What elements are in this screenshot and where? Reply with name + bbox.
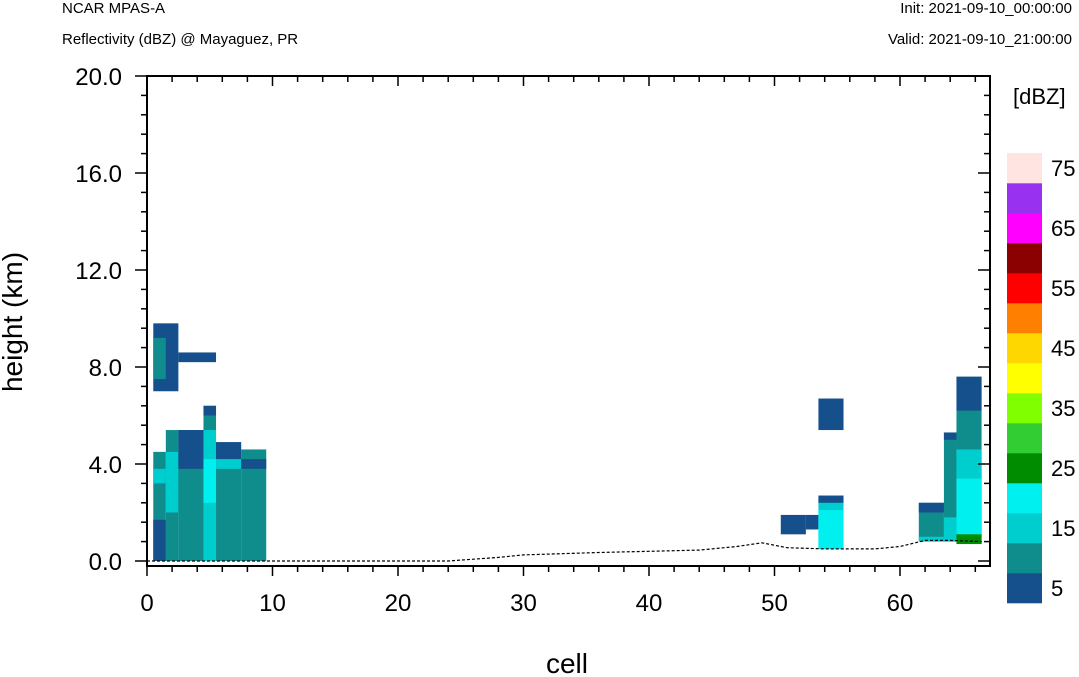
x-tick-label: 40 bbox=[636, 590, 663, 617]
reflectivity-cell bbox=[216, 442, 242, 460]
x-tick-label: 10 bbox=[259, 590, 286, 617]
reflectivity-cell bbox=[153, 337, 166, 380]
axis-ticks bbox=[135, 75, 990, 576]
y-tick-label: 4.0 bbox=[89, 452, 122, 479]
reflectivity-cell bbox=[818, 510, 844, 549]
plot-frame bbox=[146, 75, 991, 567]
reflectivity-cell bbox=[178, 352, 217, 363]
colorbar-swatch bbox=[1007, 153, 1042, 184]
valid-time-label: Valid: 2021-09-10_21:00:00 bbox=[887, 31, 1072, 48]
reflectivity-cell bbox=[216, 459, 242, 469]
colorbar bbox=[1007, 153, 1042, 604]
y-tick-label: 12.0 bbox=[75, 258, 122, 285]
colorbar-label: 15 bbox=[1051, 516, 1075, 541]
y-axis-title: height (km) bbox=[0, 252, 28, 392]
x-tick-label: 60 bbox=[887, 590, 914, 617]
colorbar-label: 75 bbox=[1051, 156, 1075, 181]
x-tick-label: 50 bbox=[761, 590, 788, 617]
colorbar-swatch bbox=[1007, 333, 1042, 364]
colorbar-swatch bbox=[1007, 543, 1042, 574]
colorbar-label: 65 bbox=[1051, 216, 1075, 241]
x-tick-label: 30 bbox=[510, 590, 537, 617]
reflectivity-cell bbox=[956, 376, 982, 411]
colorbar-swatch bbox=[1007, 483, 1042, 514]
colorbar-swatch bbox=[1007, 573, 1042, 604]
reflectivity-cell bbox=[203, 459, 217, 503]
colorbar-swatch bbox=[1007, 393, 1042, 424]
colorbar-swatch bbox=[1007, 303, 1042, 334]
colorbar-label: 35 bbox=[1051, 396, 1075, 421]
colorbar-swatch bbox=[1007, 513, 1042, 544]
reflectivity-cell bbox=[818, 495, 844, 503]
colorbar-swatch bbox=[1007, 423, 1042, 454]
x-tick-label: 0 bbox=[140, 590, 153, 617]
colorbar-swatch bbox=[1007, 243, 1042, 274]
reflectivity-cell bbox=[780, 514, 806, 535]
y-tick-label: 20.0 bbox=[75, 64, 122, 91]
colorbar-swatch bbox=[1007, 273, 1042, 304]
reflectivity-cell bbox=[956, 534, 982, 545]
y-tick-label: 0.0 bbox=[89, 549, 122, 576]
colorbar-label: 25 bbox=[1051, 456, 1075, 481]
colorbar-swatch bbox=[1007, 363, 1042, 394]
init-time-label: Init: 2021-09-10_00:00:00 bbox=[900, 0, 1072, 17]
colorbar-label: 45 bbox=[1051, 336, 1075, 361]
colorbar-swatch bbox=[1007, 453, 1042, 484]
x-tick-label: 20 bbox=[385, 590, 412, 617]
reflectivity-cells bbox=[153, 323, 982, 561]
chart-field-title: Reflectivity (dBZ) @ Mayaguez, PR bbox=[62, 31, 299, 48]
reflectivity-cell bbox=[241, 459, 267, 469]
reflectivity-cell bbox=[165, 451, 179, 513]
reflectivity-cell bbox=[943, 432, 957, 440]
colorbar-swatch bbox=[1007, 183, 1042, 214]
terrain-line bbox=[147, 539, 982, 562]
colorbar-label: 5 bbox=[1051, 576, 1063, 601]
reflectivity-cell bbox=[943, 517, 957, 542]
y-tick-labels: 0.0 4.0 8.0 12.0 16.0 20.0 bbox=[75, 64, 122, 576]
reflectivity-cell bbox=[956, 478, 982, 535]
reflectivity-cell bbox=[805, 514, 819, 530]
colorbar-label: 55 bbox=[1051, 276, 1075, 301]
reflectivity-cell bbox=[203, 405, 217, 416]
y-tick-label: 16.0 bbox=[75, 161, 122, 188]
colorbar-labels: 5 15 25 35 45 55 65 75 bbox=[1051, 156, 1075, 601]
reflectivity-cell bbox=[918, 536, 944, 542]
colorbar-swatch bbox=[1007, 213, 1042, 244]
chart-model-title: NCAR MPAS-A bbox=[62, 0, 166, 17]
reflectivity-cell bbox=[153, 519, 166, 561]
x-axis-title: cell bbox=[546, 648, 588, 677]
reflectivity-cell bbox=[178, 430, 204, 469]
reflectivity-cell bbox=[818, 398, 844, 431]
reflectivity-cell bbox=[943, 432, 957, 542]
reflectivity-cell bbox=[918, 502, 944, 513]
colorbar-title: [dBZ] bbox=[1013, 84, 1066, 109]
reflectivity-cell bbox=[153, 468, 166, 484]
x-tick-labels: 0 10 20 30 40 50 60 bbox=[140, 590, 913, 617]
y-tick-label: 8.0 bbox=[89, 355, 122, 382]
